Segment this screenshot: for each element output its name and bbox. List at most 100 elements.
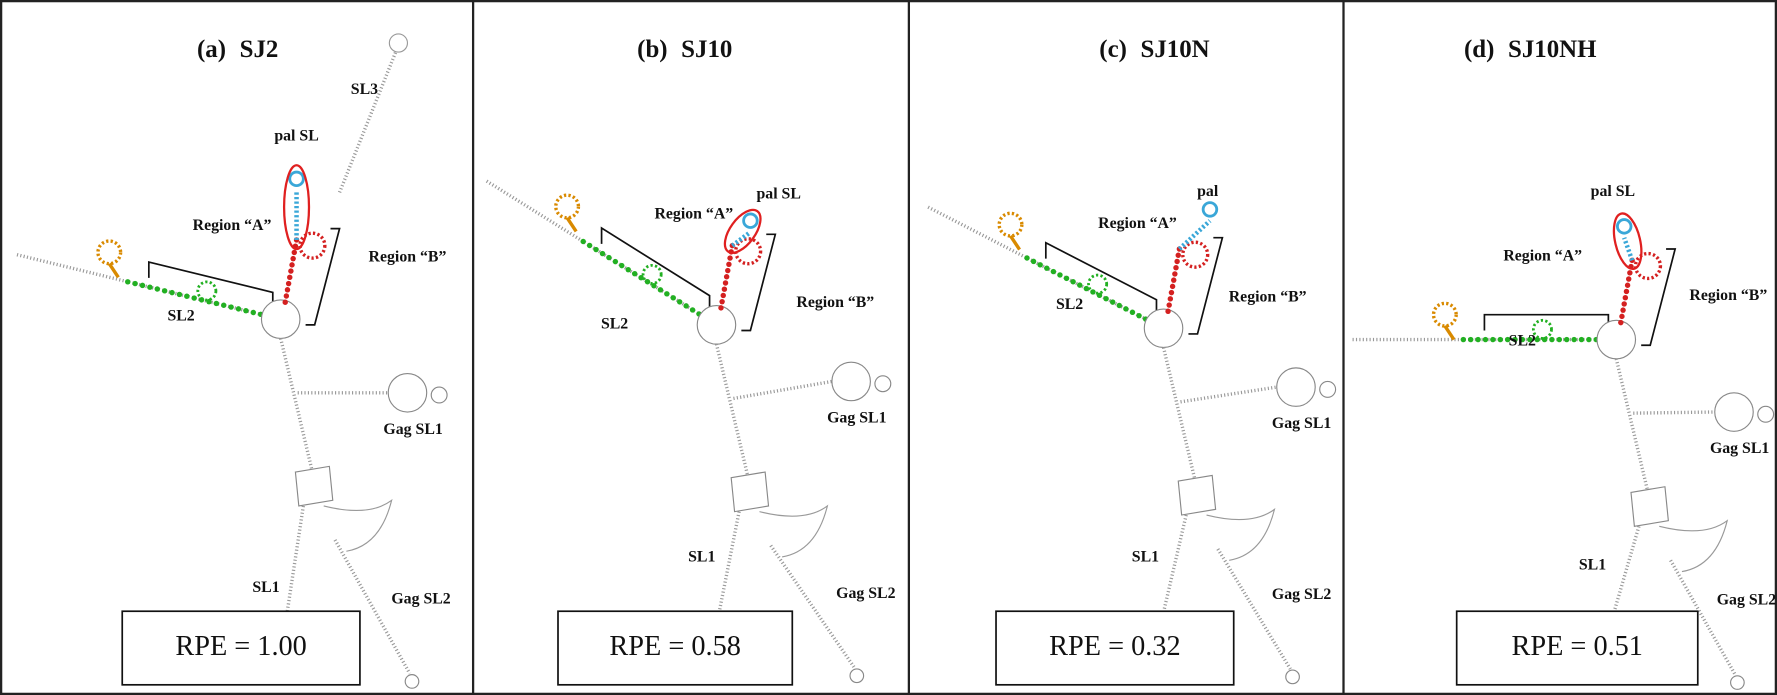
nucleotide-green [155,286,160,291]
nucleotide-green [580,239,585,244]
orange-stem [567,218,576,232]
nucleotide-red [1625,283,1630,288]
gag-sl1-stem [733,381,831,398]
structure-label: Gag SL1 [383,421,442,438]
nucleotide-green [1586,337,1591,342]
region-b-bracket [1641,249,1675,345]
panel-label: (c) [1099,36,1127,63]
nucleotide-green [1110,299,1115,304]
green-loop [1533,320,1551,338]
sl3-stem [340,51,397,192]
region-b-bracket [1188,238,1222,334]
nucleotide-green [671,295,676,300]
gag-sl2-arc [1207,509,1275,560]
nucleotide-green [1123,306,1128,311]
structure-label: Region “B” [369,249,447,266]
orange-loop [556,195,579,218]
figure: (a)SJ2SL3pal SLRegion “A”Region “B”SL2Ga… [0,0,1777,695]
structure-label: Gag SL1 [1272,415,1331,432]
panel-name: SJ10 [681,36,732,63]
nucleotide-green [632,271,637,276]
nucleotide-green [251,310,256,315]
nucleotide-red [719,299,724,304]
nucleotide-green [1024,255,1029,260]
nucleotide-red [1626,276,1631,281]
lower-junction [295,466,332,506]
nucleotide-green [1483,337,1488,342]
nucleotide-green [1057,272,1062,277]
panel-title: (a)SJ2 [197,36,278,63]
nucleotide-green [1490,337,1495,342]
nucleotide-green [677,299,682,304]
nucleotide-red [721,293,726,298]
panel-name: SJ10NH [1508,36,1597,63]
orange-stem [109,264,118,278]
structure-label: Region “B” [1229,288,1307,305]
pal-stem [1624,238,1632,261]
rpe-value: RPE = 1.00 [175,631,306,662]
nucleotide-green [619,263,624,268]
nucleotide-red [1168,296,1173,301]
gag-sl2-arc [759,506,827,557]
lower-junction [1178,475,1215,515]
nucleotide-red [1165,309,1170,314]
nucleotide-green [1571,337,1576,342]
nucleotide-green [125,279,130,284]
nucleotide-red [724,274,729,279]
nucleotide-green [228,304,233,309]
nucleotide-green [587,243,592,248]
gag-sl2-loop [1286,670,1300,684]
sl3-loop [389,34,407,52]
nucleotide-green [177,292,182,297]
nucleotide-red [284,293,289,298]
gag-sl1-loop [832,362,870,400]
structure-label: Gag SL1 [827,409,886,426]
nucleotide-green [1117,303,1122,308]
orange-loop [98,241,121,264]
nucleotide-green [162,288,167,293]
nucleotide-green [1498,337,1503,342]
nucleotide-green [658,287,663,292]
structure-label: pal SL [274,128,318,145]
pal-stem [1179,221,1210,249]
gag-sl2-loop [405,675,419,689]
nucleotide-green [1557,337,1562,342]
nucleotide-red [1170,284,1175,289]
red-loop [1183,242,1208,267]
nucleotide-green [169,290,174,295]
orange-stem [1445,326,1454,340]
structure-label: Gag SL2 [1272,586,1331,603]
nucleotide-green [690,307,695,312]
structure-label: SL3 [351,81,378,98]
nucleotide-green [243,308,248,313]
gag-sl1-stem [1181,387,1277,402]
panel-title: (c)SJ10N [1099,36,1209,63]
nucleotide-green [1579,337,1584,342]
nucleotide-red [285,287,290,292]
rpe-value: RPE = 0.58 [609,631,740,662]
nucleotide-green [132,281,137,286]
nucleotide-green [600,251,605,256]
nucleotide-red [1619,314,1624,319]
nucleotide-green [147,284,152,289]
structure-label: SL2 [601,316,628,333]
lower-stem [1616,359,1648,493]
pal-loop [1617,220,1631,234]
nucleotide-green [1037,262,1042,267]
lower-stem [1164,348,1196,482]
structure-label: Region “B” [1689,287,1767,304]
nucleotide-red [1627,270,1632,275]
nucleotide-red [286,281,291,286]
nucleotide-green [1103,296,1108,301]
nucleotide-green [1070,279,1075,284]
nucleotide-green [236,306,241,311]
panel-label: (b) [637,36,667,63]
orange-loop [1434,303,1457,326]
red-loop [300,233,325,258]
panel: (b)SJ10pal SLRegion “A”Region “B”SL2Gag … [473,0,896,695]
nucleotide-green [606,255,611,260]
nucleotide-green [1044,265,1049,270]
orange-loop [999,213,1022,236]
